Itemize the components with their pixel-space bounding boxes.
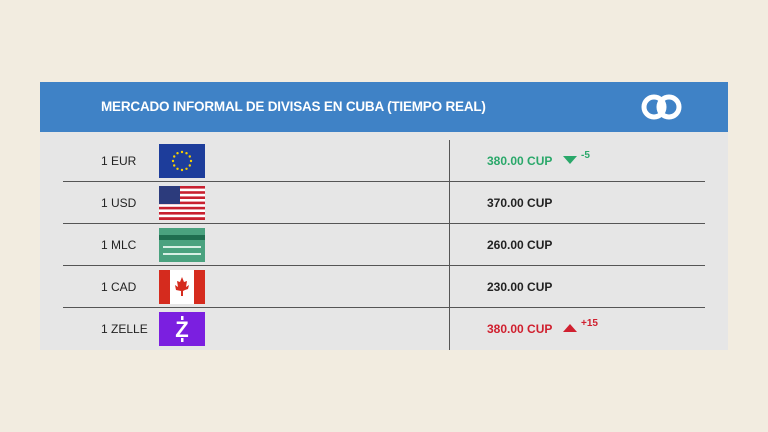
rate-change: -5 [581, 150, 590, 161]
trend-down-icon [563, 156, 577, 164]
rate-value: 380.00 CUP [487, 154, 553, 168]
rate-value: 370.00 CUP [487, 196, 553, 210]
trend-up-icon [563, 324, 577, 332]
rate-row-zelle: 1 ZELLE Z 380.00 CUP +15 [63, 308, 705, 350]
canada-flag-icon [159, 270, 205, 304]
rate-row-cad: 1 CAD 230.00 CUP [63, 266, 705, 308]
mlc-card-icon [159, 228, 205, 262]
currency-label: 1 EUR [101, 154, 137, 168]
row-divider [63, 181, 705, 182]
row-divider [63, 265, 705, 266]
zelle-logo-icon: Z [159, 312, 205, 346]
rate-change: +15 [581, 318, 598, 329]
rate-value: 380.00 CUP [487, 322, 553, 336]
currency-label: 1 ZELLE [101, 322, 148, 336]
rate-row-mlc: 1 MLC 260.00 CUP [63, 224, 705, 266]
rate-row-eur: 1 EUR 380.00 CUP -5 [63, 140, 705, 182]
currency-label: 1 USD [101, 196, 137, 210]
currency-label: 1 CAD [101, 280, 137, 294]
rate-row-usd: 1 USD 370.00 CUP [63, 182, 705, 224]
row-divider [63, 307, 705, 308]
row-divider [63, 223, 705, 224]
linked-rings-logo [641, 94, 682, 120]
svg-text:Z: Z [175, 317, 188, 342]
currency-label: 1 MLC [101, 238, 137, 252]
page-title: MERCADO INFORMAL DE DIVISAS EN CUBA (TIE… [101, 99, 486, 114]
exchange-rate-card: MERCADO INFORMAL DE DIVISAS EN CUBA (TIE… [40, 82, 728, 350]
column-divider [449, 140, 450, 350]
header: MERCADO INFORMAL DE DIVISAS EN CUBA (TIE… [40, 82, 728, 132]
rate-value: 230.00 CUP [487, 280, 553, 294]
us-flag-icon [159, 186, 205, 220]
rate-value: 260.00 CUP [487, 238, 553, 252]
eu-flag-icon [159, 144, 205, 178]
